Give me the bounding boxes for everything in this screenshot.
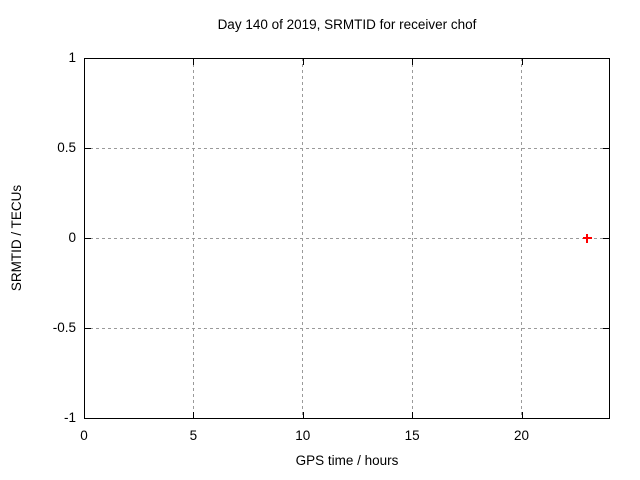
x-tick-label: 15 [404,428,420,443]
y-tick-mark-right [603,328,609,329]
x-tick-label: 0 [80,428,88,443]
y-tick-label: -0.5 [52,320,76,335]
y-tick-mark-left [85,238,91,239]
y-tick-mark-right [603,238,609,239]
y-tick-label: -1 [63,410,76,425]
y-tick-mark-left [85,328,91,329]
y-tick-label: 0.5 [57,140,76,155]
grid-line-horizontal [84,237,609,239]
y-tick-label: 0 [68,230,76,245]
y-tick-label: 1 [68,50,76,65]
plot-area [84,58,610,419]
chart-title: Day 140 of 2019, SRMTID for receiver cho… [217,17,477,32]
x-tick-mark-bottom [193,412,195,418]
x-tick-mark-top [412,59,414,65]
grid-line-horizontal [84,327,609,329]
y-tick-mark-right [603,148,609,149]
x-tick-label: 10 [295,428,311,443]
x-tick-mark-bottom [302,412,304,418]
grid-line-horizontal [84,147,609,149]
x-tick-label: 5 [189,428,198,443]
y-tick-mark-left [85,148,91,149]
data-point-marker [586,233,588,243]
x-axis-label: GPS time / hours [295,453,399,468]
x-tick-mark-bottom [412,412,414,418]
x-tick-mark-top [302,59,304,65]
x-tick-mark-top [521,59,523,65]
x-tick-mark-bottom [521,412,523,418]
x-tick-mark-top [193,59,195,65]
x-tick-label: 20 [513,428,530,443]
